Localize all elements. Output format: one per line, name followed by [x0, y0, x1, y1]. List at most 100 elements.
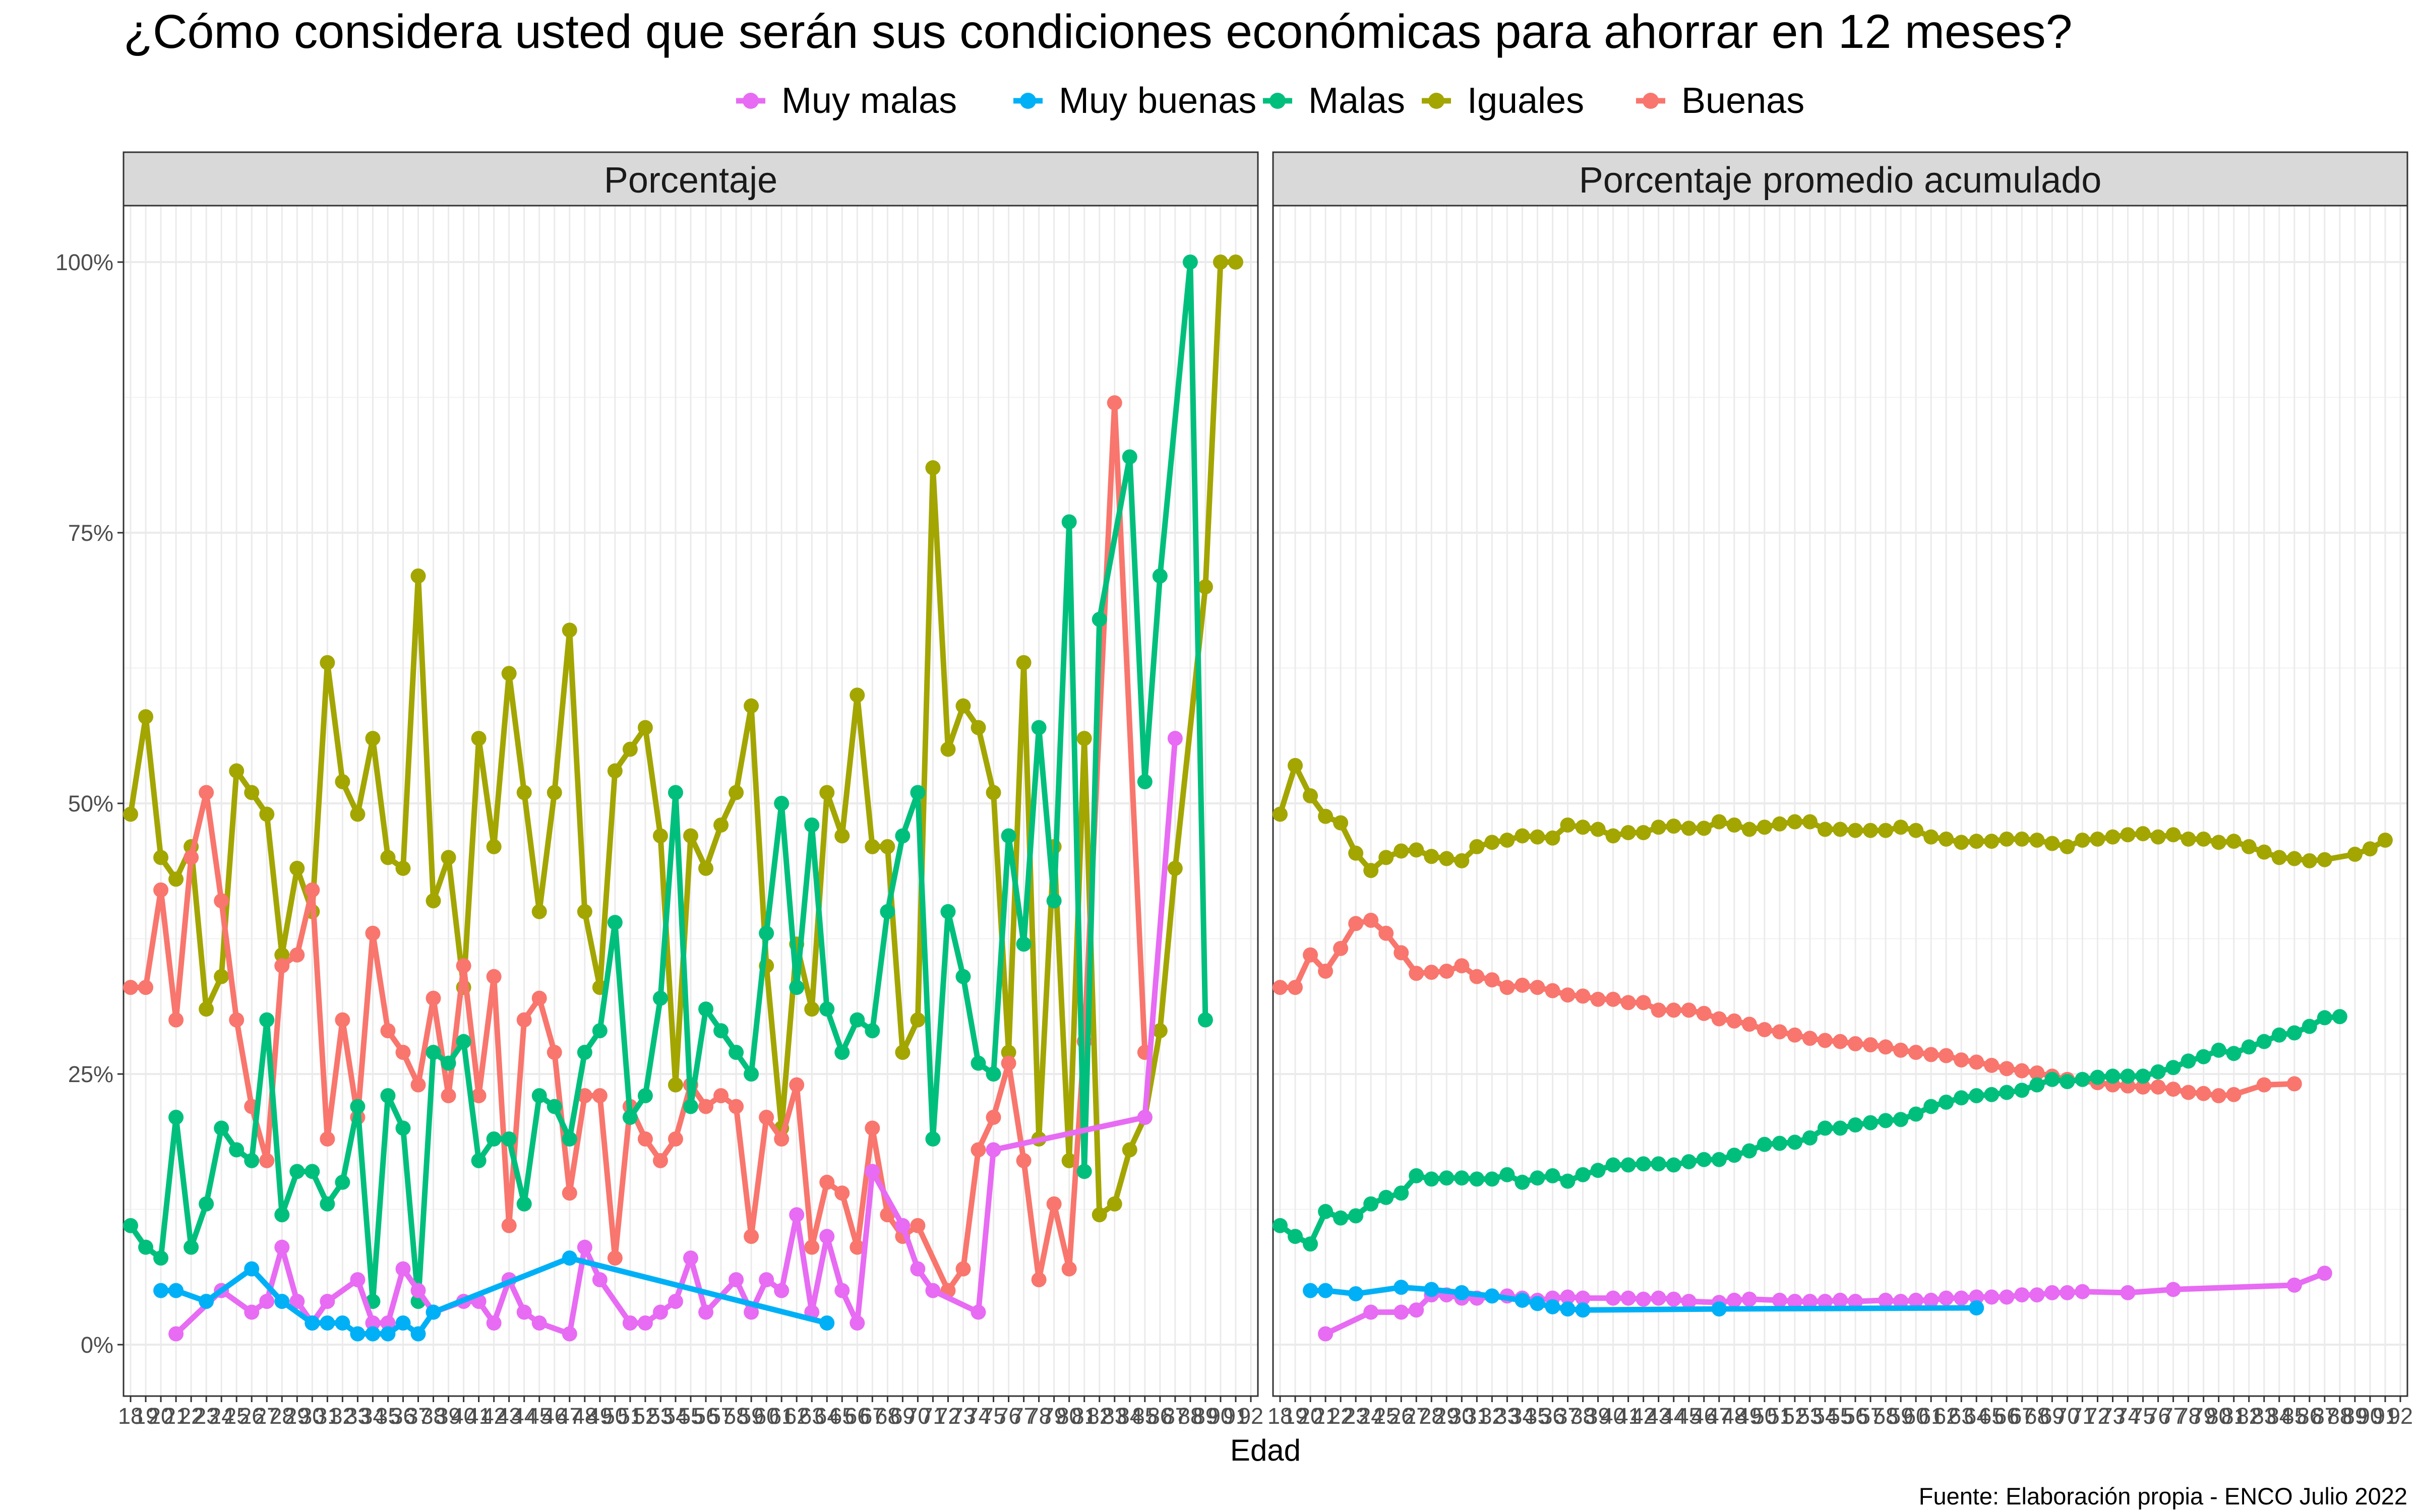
y-tick-label: 50% [68, 791, 113, 816]
x-tick-label: 82 [2236, 1403, 2262, 1429]
x-tick-label: 55 [1828, 1403, 1853, 1429]
data-point [350, 1272, 366, 1288]
data-point [1878, 1292, 1894, 1308]
x-tick-label: 67 [860, 1403, 885, 1429]
data-point [1969, 1300, 1984, 1315]
x-tick-label: 51 [618, 1403, 643, 1429]
x-tick-label: 76 [2146, 1403, 2171, 1429]
data-point [2105, 1068, 2121, 1084]
data-point [1484, 972, 1500, 988]
data-point [426, 990, 441, 1006]
data-point [1378, 850, 1394, 865]
x-tick-label: 86 [1147, 1403, 1173, 1429]
series-line [128, 259, 1208, 1304]
data-point [1061, 1261, 1077, 1277]
data-point [744, 1304, 759, 1320]
data-point [471, 731, 487, 746]
data-point [305, 882, 320, 898]
data-point [395, 1045, 411, 1060]
x-tick-label: 52 [633, 1403, 658, 1429]
data-point [1197, 579, 1213, 595]
data-point [2165, 1282, 2181, 1297]
data-point [1092, 611, 1107, 627]
data-point [865, 1164, 880, 1179]
x-tick-label: 25 [224, 1403, 249, 1429]
data-point [1620, 825, 1636, 840]
data-point [850, 1315, 865, 1331]
series-line [173, 735, 1178, 1337]
data-point [744, 1066, 759, 1082]
x-tick-label: 18 [1267, 1403, 1293, 1429]
x-tick-label: 67 [2009, 1403, 2034, 1429]
data-point [229, 1142, 245, 1158]
data-point [744, 698, 759, 714]
data-point [486, 839, 502, 854]
data-point [1605, 1157, 1621, 1173]
x-tick-label: 46 [542, 1403, 567, 1429]
data-point [168, 1326, 184, 1342]
data-point [1515, 977, 1530, 993]
x-tick-label: 71 [2070, 1403, 2095, 1429]
x-tick-label: 38 [421, 1403, 446, 1429]
data-point [2241, 1039, 2257, 1055]
x-tick-label: 39 [436, 1403, 461, 1429]
data-point [865, 839, 880, 854]
y-tick-label: 100% [55, 249, 113, 275]
x-tick-label: 26 [1388, 1403, 1414, 1429]
x-tick-label: 89 [1193, 1403, 1218, 1429]
data-point [2196, 831, 2211, 847]
data-point [2150, 1079, 2166, 1095]
data-point [971, 1055, 986, 1071]
x-tick-label: 44 [512, 1403, 537, 1429]
data-point [1439, 1170, 1455, 1186]
x-tick-label: 77 [2161, 1403, 2186, 1429]
data-point [365, 731, 381, 746]
data-point [2014, 1287, 2030, 1303]
x-tick-label: 81 [2221, 1403, 2247, 1429]
data-point [1787, 1027, 1802, 1043]
data-point [1817, 822, 1833, 837]
data-point [320, 1315, 335, 1331]
data-point [365, 925, 381, 941]
data-point [668, 1131, 683, 1147]
legend-label: Muy malas [781, 81, 957, 121]
data-point [395, 1261, 411, 1277]
x-tick-label: 24 [209, 1403, 234, 1429]
x-tick-label: 74 [2115, 1403, 2140, 1429]
data-point [274, 958, 290, 974]
data-point [2317, 1010, 2332, 1026]
x-tick-label: 49 [1737, 1403, 1762, 1429]
x-tick-label: 65 [829, 1403, 855, 1429]
data-point [380, 1315, 396, 1331]
data-point [1454, 1170, 1470, 1186]
data-point [1167, 731, 1183, 746]
data-point [1515, 1174, 1530, 1190]
x-tick-label: 91 [1223, 1403, 1248, 1429]
x-tick-label: 33 [1494, 1403, 1520, 1429]
data-point [1484, 1171, 1500, 1187]
x-tick-label: 33 [345, 1403, 370, 1429]
data-point [274, 1207, 290, 1223]
data-point [501, 666, 517, 681]
data-point [153, 850, 169, 865]
data-point [759, 1109, 774, 1125]
data-point [289, 1164, 305, 1179]
data-point [1303, 947, 1318, 963]
x-tick-label: 46 [1691, 1403, 1717, 1429]
data-point [2075, 1072, 2090, 1087]
x-tick-label: 85 [2282, 1403, 2307, 1429]
data-point [1575, 988, 1591, 1004]
data-point [1318, 1283, 1334, 1298]
data-point [486, 969, 502, 984]
data-point [2271, 1027, 2287, 1043]
data-point [320, 1131, 335, 1147]
series-buenas [1273, 912, 2302, 1103]
data-point [547, 1045, 562, 1060]
data-point [1636, 995, 1651, 1011]
data-point [486, 1131, 502, 1147]
series-muy-buenas [153, 1250, 835, 1342]
data-point [1107, 1196, 1122, 1212]
data-point [153, 1250, 169, 1266]
data-point [1893, 820, 1909, 835]
data-point [1772, 816, 1787, 832]
